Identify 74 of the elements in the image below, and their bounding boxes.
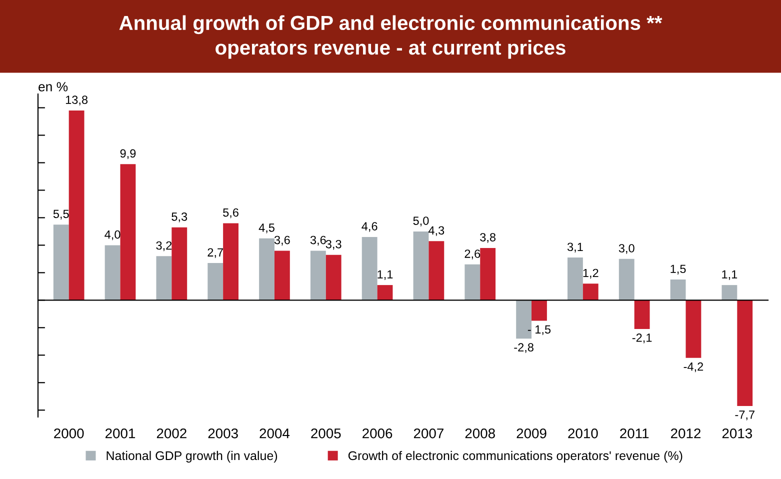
bar [274, 250, 290, 300]
x-tick-label: 2012 [671, 428, 700, 438]
bar [362, 236, 378, 300]
bar [670, 280, 686, 300]
data-label: 4,6 [362, 222, 378, 232]
data-label: 2,6 [464, 250, 480, 260]
data-label: -4,2 [684, 362, 704, 372]
bar [326, 254, 342, 300]
x-tick-label: 2008 [465, 428, 495, 438]
data-label: -7,7 [735, 410, 754, 420]
bar [53, 224, 69, 300]
x-tick-label: 2001 [106, 428, 136, 438]
bar [568, 258, 583, 300]
data-label: 3,2 [156, 241, 172, 252]
x-tick-label: 2009 [516, 428, 546, 438]
bar [582, 284, 598, 300]
bar [68, 110, 84, 300]
data-label: 4,0 [104, 230, 120, 240]
data-label: 3,1 [567, 242, 583, 252]
x-tick-label: 2007 [414, 428, 444, 438]
bar [634, 300, 650, 330]
bar [120, 164, 136, 300]
x-tick-label: 2004 [260, 428, 290, 438]
bar [156, 256, 172, 300]
bar [516, 300, 532, 339]
bar [223, 223, 238, 300]
y-axis-title: en % [38, 82, 68, 92]
bar [428, 241, 444, 300]
data-label: 1,5 [670, 264, 686, 274]
legend-label: Growth of electronic communications operators' revenue (%) [348, 450, 682, 463]
x-tick-label: 2000 [54, 428, 84, 438]
data-label: -2,8 [514, 343, 534, 353]
data-label: 3,6 [274, 236, 290, 246]
bar [413, 231, 429, 300]
data-label: 3,8 [480, 233, 496, 243]
chart-title: Annual growth of GDP and electronic communications ** operators revenue - at current prices [119, 15, 662, 59]
data-label: 5,3 [172, 212, 188, 222]
x-tick-label: 2013 [722, 428, 752, 438]
bar [722, 285, 738, 300]
data-label: 3,6 [310, 236, 326, 246]
bar [480, 248, 496, 300]
bar [464, 264, 480, 300]
data-label: 5,5 [53, 210, 69, 220]
bar [532, 300, 547, 321]
x-tick-label: 2002 [156, 428, 186, 438]
x-tick-label: 2011 [620, 428, 649, 438]
bar [618, 258, 634, 300]
bar [737, 300, 753, 406]
bar [259, 238, 274, 300]
data-label: 2,7 [208, 248, 223, 258]
data-label: - 1,5 [528, 325, 551, 336]
bar [310, 250, 326, 300]
bar [172, 227, 188, 300]
data-label: -2,1 [632, 334, 652, 344]
data-label: 1,1 [378, 270, 393, 280]
bar [104, 245, 120, 300]
data-label: 5,6 [223, 208, 238, 218]
bar [377, 285, 393, 300]
data-label: 1,2 [583, 268, 598, 279]
data-label: 3,3 [326, 240, 342, 250]
x-tick-label: 2006 [362, 428, 392, 438]
bar [686, 300, 702, 358]
legend-label: National GDP growth (in value) [106, 450, 278, 463]
x-tick-label: 2003 [208, 428, 238, 438]
data-label: 9,9 [120, 149, 136, 159]
data-label: 3,0 [618, 244, 634, 254]
data-label: 5,0 [413, 216, 429, 226]
x-tick-label: 2005 [311, 428, 341, 438]
bar [208, 263, 224, 300]
data-label: 13,8 [66, 96, 88, 106]
data-label: 1,1 [722, 270, 738, 280]
x-tick-label: 2010 [568, 428, 598, 438]
data-label: 4,5 [258, 224, 274, 234]
data-label: 4,3 [428, 226, 444, 236]
